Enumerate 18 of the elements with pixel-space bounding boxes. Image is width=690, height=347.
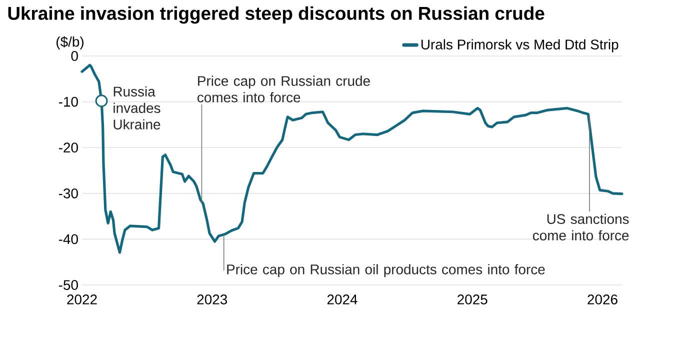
x-tick-label: 2023 (197, 294, 228, 304)
y-tick-label: 0 (71, 51, 78, 61)
annotation: Price cap on Russian crude comes into force (198, 76, 370, 102)
annotation: Russia invades Ukraine (114, 86, 160, 130)
x-tick-label: 2022 (67, 294, 97, 304)
y-tick-label: -50 (58, 280, 78, 290)
x-tick-label: 2026 (588, 294, 618, 304)
chart-title: Ukraine invasion triggered steep discounts on Russian crude (8, 6, 544, 24)
y-tick-label: -10 (58, 96, 78, 107)
y-tick-label: -20 (58, 142, 78, 153)
x-tick-label: 2025 (458, 294, 488, 304)
y-tick-label: -40 (58, 234, 78, 244)
annotation: Price cap on Russian oil products comes into force (227, 264, 545, 278)
x-tick-label: 2024 (327, 294, 358, 304)
y-tick-label: -30 (58, 188, 78, 198)
y-axis-title: ($/b) (56, 36, 84, 50)
legend-label: Urals Primorsk vs Med Dtd Strip (422, 39, 618, 52)
annotation: US sanctions come into force (532, 214, 629, 240)
